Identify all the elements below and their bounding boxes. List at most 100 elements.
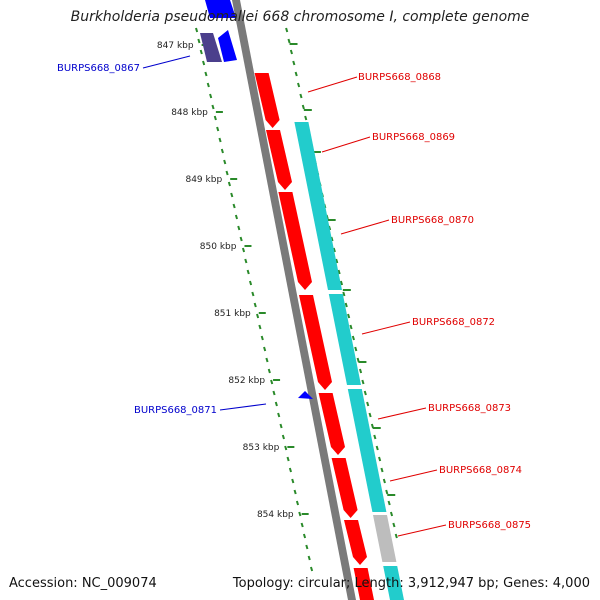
tick-dot-left bbox=[195, 27, 199, 33]
leader-line bbox=[340, 219, 390, 235]
tick-dot-left bbox=[307, 555, 311, 561]
tick-dot-right bbox=[285, 27, 289, 33]
tick-dot-left bbox=[265, 357, 269, 363]
tick-dot-right bbox=[330, 236, 334, 242]
tick-dot-right bbox=[301, 104, 305, 110]
leader-line bbox=[361, 321, 411, 335]
tick-dot-right bbox=[373, 434, 377, 440]
tick-dot-left bbox=[310, 566, 314, 572]
gene-block-0870 bbox=[278, 192, 312, 290]
tick-dot-left bbox=[284, 445, 288, 451]
tick-dot-right bbox=[354, 346, 358, 352]
tick-dot-left bbox=[204, 71, 208, 77]
tick-label: 851 kbp bbox=[214, 309, 251, 319]
tick-dot-right bbox=[380, 467, 384, 473]
tick-dot-left bbox=[267, 368, 271, 374]
tick-dot-left bbox=[197, 38, 201, 44]
cds-block-2 bbox=[328, 294, 361, 385]
tick-dot-left bbox=[225, 170, 229, 176]
tick-dot-left bbox=[253, 302, 257, 308]
tick-dot-left bbox=[288, 467, 292, 473]
tick-dot-left bbox=[218, 137, 222, 143]
tick-dot-right bbox=[347, 313, 351, 319]
gene-block-0867-dark bbox=[200, 33, 222, 62]
gene-label: BURPS668_0871 bbox=[134, 405, 217, 416]
tick-dot-left bbox=[272, 390, 276, 396]
tick-dot-right bbox=[304, 115, 308, 121]
gene-block-0874 bbox=[331, 458, 358, 518]
leader-line bbox=[397, 524, 447, 537]
tick-dot-left bbox=[206, 82, 210, 88]
tick-dot-right bbox=[351, 335, 355, 341]
backbone-bar bbox=[232, 0, 356, 600]
tick-dot-left bbox=[234, 214, 239, 220]
tick-dot-left bbox=[293, 489, 297, 495]
gene-block-0871 bbox=[298, 391, 313, 399]
gene-label: BURPS668_0874 bbox=[439, 465, 522, 476]
gene-labels: BURPS668_0867 BURPS668_0868 BURPS668_0869 B… bbox=[57, 55, 531, 537]
tick-dot-right bbox=[382, 478, 386, 484]
tick-dot-left bbox=[256, 313, 260, 319]
tick-dot-right bbox=[361, 379, 365, 385]
tick-dot-left bbox=[241, 247, 246, 253]
tick-dot-right bbox=[358, 368, 363, 374]
tick-dot-left bbox=[227, 181, 231, 187]
gene-block-0873 bbox=[318, 393, 345, 455]
leader-line bbox=[307, 76, 358, 93]
tick-label: 850 kbp bbox=[200, 242, 237, 252]
tick-label: 852 kbp bbox=[228, 376, 265, 386]
gene-label: BURPS668_0868 bbox=[358, 72, 441, 83]
tick-dot-left bbox=[237, 225, 241, 231]
tick-label: 854 kbp bbox=[257, 510, 294, 520]
accession-text: Accession: NC_009074 bbox=[9, 576, 157, 591]
tick-dot-left bbox=[239, 236, 243, 242]
tick-dot-right bbox=[287, 38, 291, 44]
gene-block-0875 bbox=[344, 520, 367, 565]
gene-label: BURPS668_0872 bbox=[412, 317, 495, 328]
tick-dot-left bbox=[277, 412, 281, 418]
leader-line bbox=[219, 403, 267, 411]
tick-dot-left bbox=[295, 500, 300, 506]
tick-dot-left bbox=[258, 324, 262, 330]
tick-dot-left bbox=[244, 258, 248, 264]
gene-block-top bbox=[205, 0, 236, 18]
tick-dot-left bbox=[246, 269, 250, 275]
tick-dot-right bbox=[392, 522, 396, 528]
tick-dot-left bbox=[248, 280, 253, 286]
tick-label: 848 kbp bbox=[171, 108, 208, 118]
tick-dot-right bbox=[349, 324, 353, 330]
tick-dot-right bbox=[363, 390, 367, 396]
tick-dot-right bbox=[339, 280, 344, 286]
tick-dot-left bbox=[209, 93, 213, 99]
tick-dot-right bbox=[366, 401, 370, 407]
tick-dot-left bbox=[223, 159, 227, 165]
tick-dot-left bbox=[270, 379, 274, 385]
tick-dot-right bbox=[299, 93, 303, 99]
tick-dot-left bbox=[279, 423, 283, 429]
tick-marks-left: 847 kbp 848 kbp 849 kbp 850 kbp 851 kbp 852 k… bbox=[157, 27, 314, 572]
tick-dot-left bbox=[230, 192, 234, 198]
tick-dot-right bbox=[294, 71, 298, 77]
tick-dot-left bbox=[199, 49, 203, 55]
tick-dot-left bbox=[260, 335, 264, 341]
tick-dot-left bbox=[300, 522, 304, 528]
tick-dot-left bbox=[286, 456, 290, 462]
gene-label: BURPS668_0869 bbox=[372, 132, 455, 143]
tick-dot-left bbox=[216, 126, 220, 132]
tick-dot-left bbox=[232, 203, 236, 209]
tick-dot-right bbox=[387, 500, 391, 506]
tick-dot-left bbox=[202, 60, 206, 66]
map-title: Burkholderia pseudomallei 668 chromosome… bbox=[70, 9, 530, 25]
topology-text: Topology: circular; Length: 3,912,947 bp… bbox=[232, 576, 590, 591]
cds-block-1 bbox=[294, 122, 342, 290]
gene-block-0867 bbox=[218, 30, 237, 62]
gene-block-0872 bbox=[299, 295, 332, 390]
leader-line bbox=[321, 136, 371, 153]
tick-dot-right bbox=[297, 82, 301, 88]
gene-label: BURPS668_0875 bbox=[448, 520, 531, 531]
other-block bbox=[373, 515, 397, 562]
tick-dot-right bbox=[335, 258, 339, 264]
tick-label: 849 kbp bbox=[185, 175, 222, 185]
cds-block-3 bbox=[347, 389, 387, 512]
